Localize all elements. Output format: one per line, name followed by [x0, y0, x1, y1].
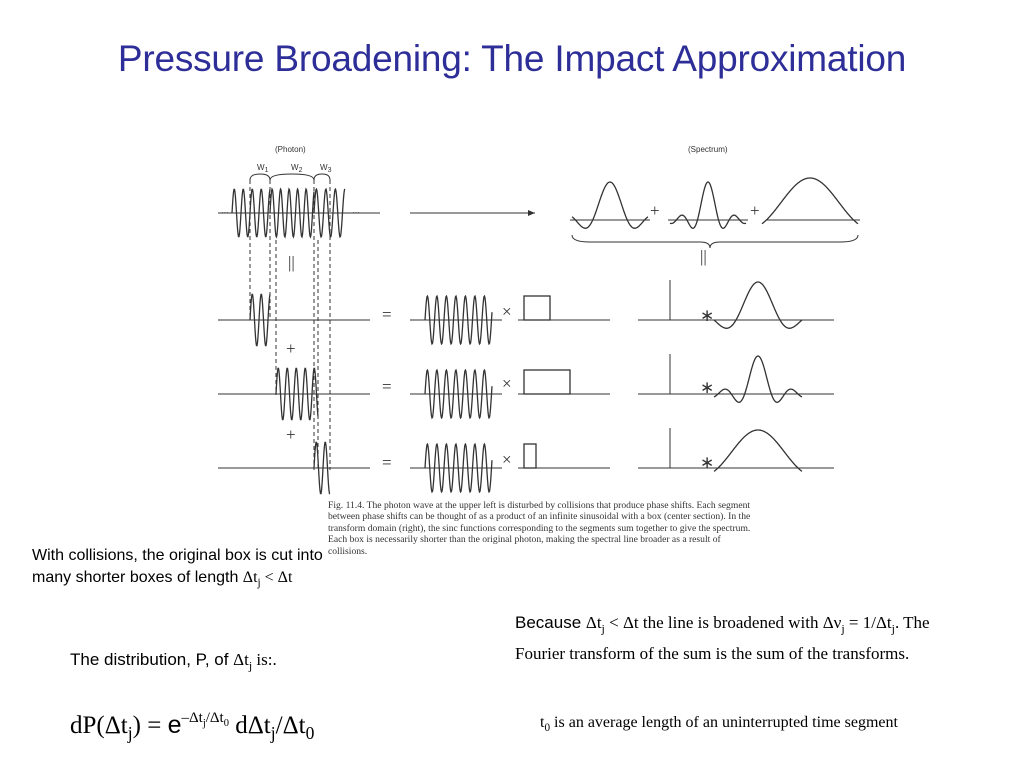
- equals-row1: =: [382, 305, 392, 324]
- spectrum-sinc-3: [761, 177, 859, 225]
- box-row1: [523, 295, 551, 321]
- figure-caption: Fig. 11.4. The photon wave at the upper …: [328, 500, 751, 557]
- ellipsis-right: ···: [352, 208, 360, 217]
- times-row3: ×: [502, 450, 512, 469]
- distribution-formula: dP(Δtj) = e–Δtj/Δt0 dΔtj/Δt0: [70, 710, 315, 743]
- segment-wave-row2: [275, 367, 319, 421]
- spectrum-label: (Spectrum): [688, 145, 728, 154]
- slide-title: Pressure Broadening: The Impact Approxim…: [117, 38, 907, 79]
- brace-w3: [313, 173, 331, 181]
- sinusoid-wave-row3: [424, 442, 493, 494]
- brace-w1: [249, 173, 271, 181]
- sinc-row1: [713, 281, 803, 329]
- sinusoid-wave-row2: [424, 368, 493, 420]
- plus-spectrum-2: +: [750, 201, 760, 220]
- parallel-right: ||: [700, 247, 707, 266]
- photon-label: (Photon): [275, 145, 306, 154]
- collisions-note: With collisions, the original box is cut…: [32, 547, 323, 590]
- broadening-note: Because Δtj < Δt the line is broadened w…: [515, 613, 930, 664]
- transform-arrowhead: [528, 210, 535, 216]
- sinc-row2: [713, 355, 803, 403]
- sinusoid-wave-row1: [424, 294, 493, 346]
- w2-label: W2: [291, 163, 303, 174]
- photon-wave-segment-2: [269, 187, 315, 239]
- convolve-row3: ∗: [700, 453, 714, 472]
- segment-wave-row3: [313, 441, 331, 495]
- segment-wave-row1: [249, 293, 271, 347]
- collision-diagram: (Photon) (Spectrum) W1 W2 W3 ··· ··· || …: [218, 145, 860, 495]
- equals-row3: =: [382, 453, 392, 472]
- plus-row2: +: [286, 425, 296, 444]
- box-row3: [523, 443, 537, 469]
- plus-spectrum-1: +: [650, 201, 660, 220]
- brace-w2: [269, 173, 315, 181]
- photon-wave-segment-1: [231, 188, 271, 238]
- w3-label: W3: [320, 163, 332, 174]
- distribution-label: The distribution, P, of Δtj is:.: [70, 650, 277, 673]
- sinc-row3: [713, 429, 803, 472]
- spectrum-sinc-2: [669, 181, 747, 229]
- convolve-row1: ∗: [700, 306, 714, 325]
- spectrum-sinc-1: [571, 181, 649, 229]
- equals-row2: =: [382, 377, 392, 396]
- times-row2: ×: [502, 374, 512, 393]
- convolve-row2: ∗: [700, 378, 714, 397]
- t0-definition: t0 is an average length of an uninterrup…: [540, 714, 898, 735]
- ellipsis-left: ···: [221, 208, 229, 217]
- w1-label: W1: [257, 163, 269, 174]
- times-row1: ×: [502, 302, 512, 321]
- figure-11-4: (Photon) (Spectrum) W1 W2 W3 ··· ··· || …: [210, 140, 910, 565]
- plus-row1: +: [286, 339, 296, 358]
- spectrum-brace: [571, 234, 859, 249]
- box-row2: [523, 369, 571, 395]
- parallel-left: ||: [288, 253, 295, 272]
